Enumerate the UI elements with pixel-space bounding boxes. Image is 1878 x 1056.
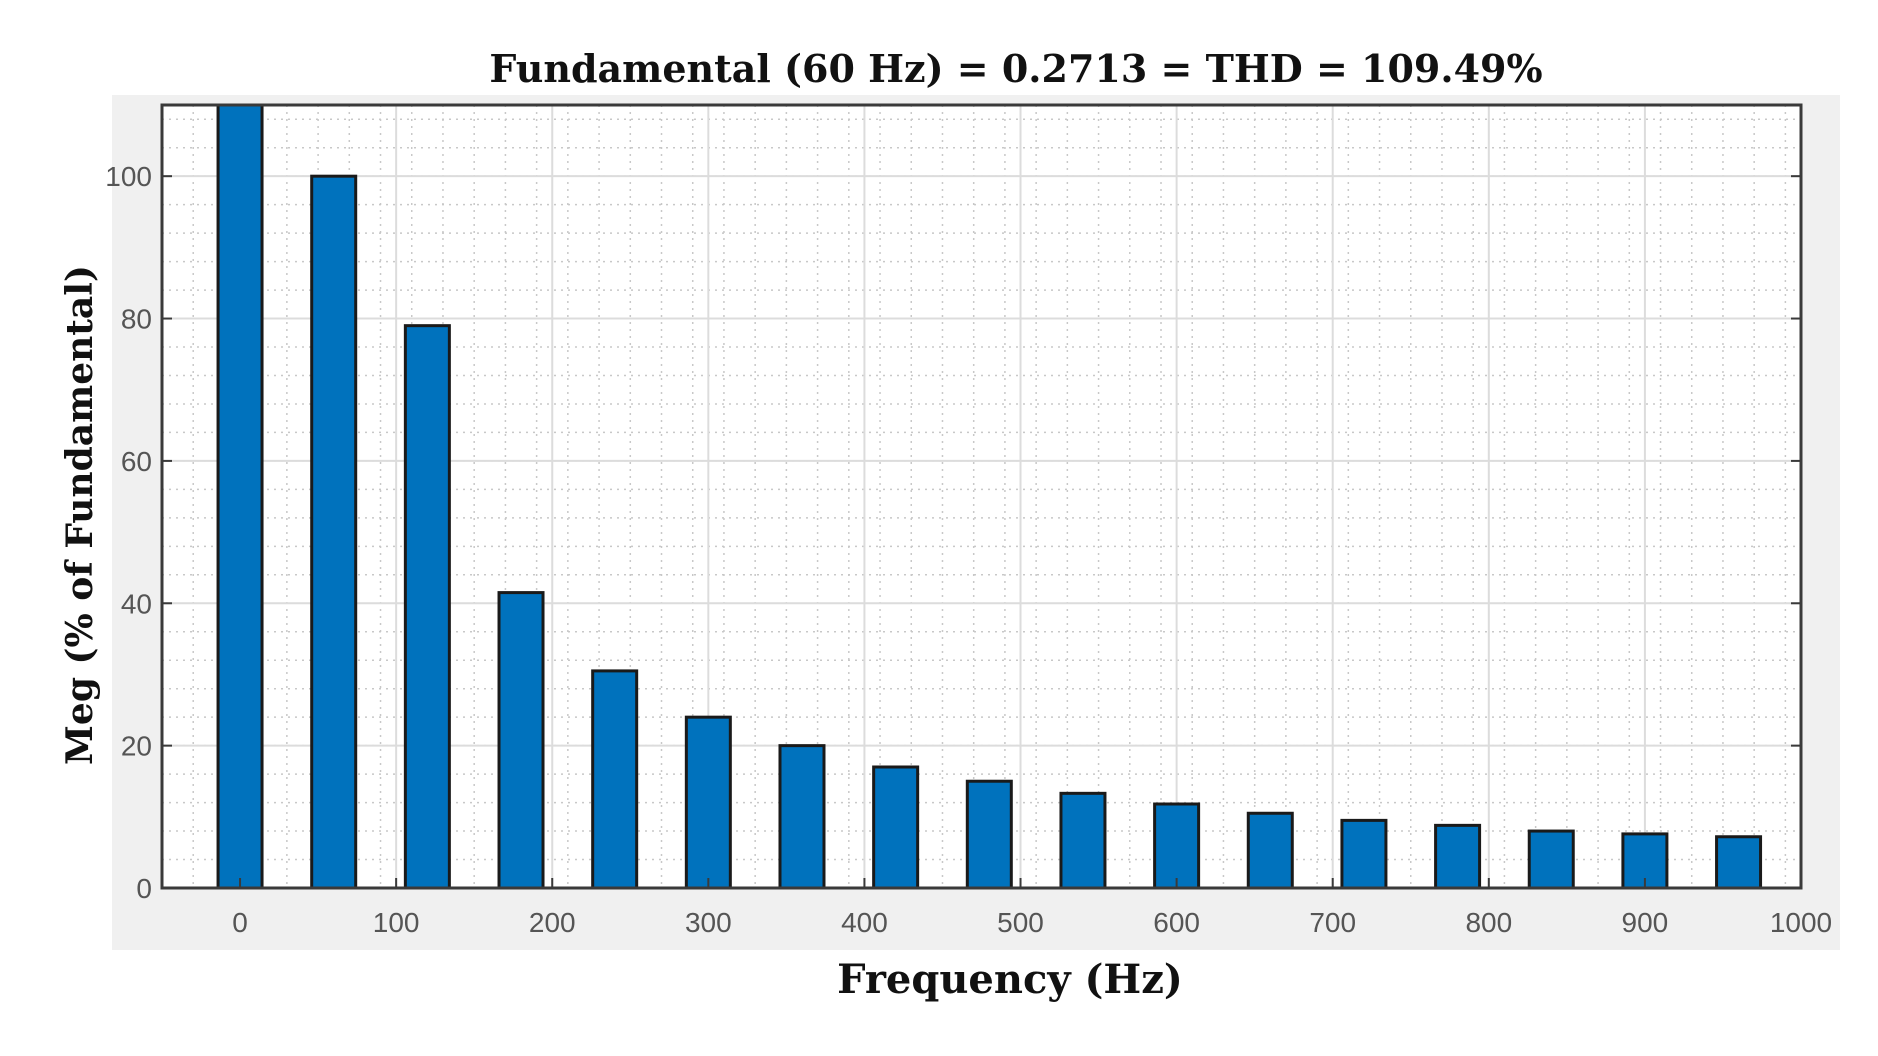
bar: [872, 765, 920, 890]
y-tick-label: 100: [105, 161, 152, 192]
bar: [1340, 818, 1388, 890]
x-tick-label: 0: [232, 907, 248, 938]
bar: [684, 715, 732, 890]
bar: [1153, 802, 1201, 890]
bar: [1059, 791, 1107, 890]
x-tick-label: 900: [1622, 907, 1669, 938]
bar: [310, 174, 358, 890]
bar: [591, 669, 639, 890]
x-tick-label: 600: [1153, 907, 1200, 938]
bar: [1527, 829, 1575, 890]
y-tick-label: 60: [121, 446, 152, 477]
bar: [216, 103, 264, 890]
bar: [403, 324, 451, 890]
tick-marks: [162, 175, 1802, 889]
bar: [1246, 811, 1294, 890]
x-tick-label: 1000: [1770, 907, 1832, 938]
x-tick-label: 100: [373, 907, 420, 938]
x-axis-label: Frequency (Hz): [837, 956, 1183, 1003]
y-tick-labels: 0 20 40 60 80 100: [105, 161, 152, 904]
bar: [1715, 835, 1763, 890]
y-tick-label: 40: [121, 588, 152, 619]
x-tick-label: 500: [997, 907, 1044, 938]
x-tick-label: 700: [1309, 907, 1356, 938]
bar: [1434, 823, 1482, 890]
x-tick-label: 400: [841, 907, 888, 938]
chart-title: Fundamental (60 Hz) = 0.2713 = THD = 109…: [489, 46, 1542, 91]
bar: [965, 779, 1013, 890]
bar: [778, 744, 826, 890]
y-tick-label: 80: [121, 304, 152, 335]
bar: [497, 591, 545, 890]
plot-area: [160, 103, 1803, 890]
x-tick-label: 200: [529, 907, 576, 938]
y-axis-label: Meg (% of Fundamental): [59, 265, 101, 765]
x-tick-label: 800: [1465, 907, 1512, 938]
x-tick-labels: 0 100 200 300 400 500 600 700 800 900 1000: [232, 907, 1832, 938]
y-tick-label: 0: [136, 873, 152, 904]
axes-frame: [160, 103, 1803, 890]
y-tick-label: 20: [121, 731, 152, 762]
x-tick-label: 300: [685, 907, 732, 938]
